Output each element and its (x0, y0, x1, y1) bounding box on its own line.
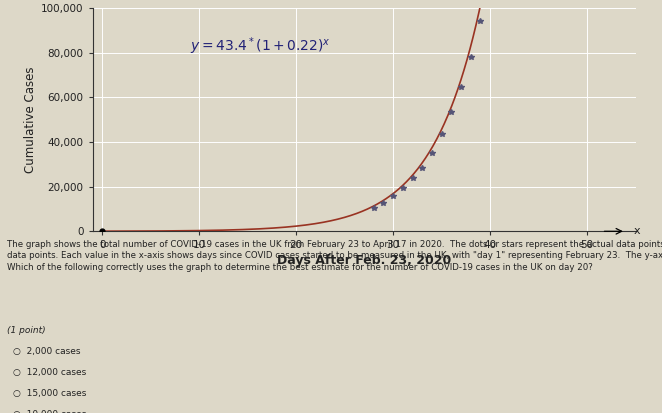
Text: $y = 43.4^* (1+0.22)^{x}$: $y = 43.4^* (1+0.22)^{x}$ (191, 35, 331, 57)
Text: x: x (634, 226, 640, 236)
Text: The graph shows the total number of COVID-19 cases in the UK from February 23 to: The graph shows the total number of COVI… (7, 240, 662, 272)
Text: ○  10,000 cases: ○ 10,000 cases (13, 410, 87, 413)
Y-axis label: Cumulative Cases: Cumulative Cases (24, 66, 37, 173)
X-axis label: Days After Feb. 23, 2020: Days After Feb. 23, 2020 (277, 254, 451, 268)
Text: (1 point): (1 point) (7, 326, 45, 335)
Text: ○  2,000 cases: ○ 2,000 cases (13, 347, 81, 356)
Text: ○  15,000 cases: ○ 15,000 cases (13, 389, 87, 398)
Text: ○  12,000 cases: ○ 12,000 cases (13, 368, 86, 377)
